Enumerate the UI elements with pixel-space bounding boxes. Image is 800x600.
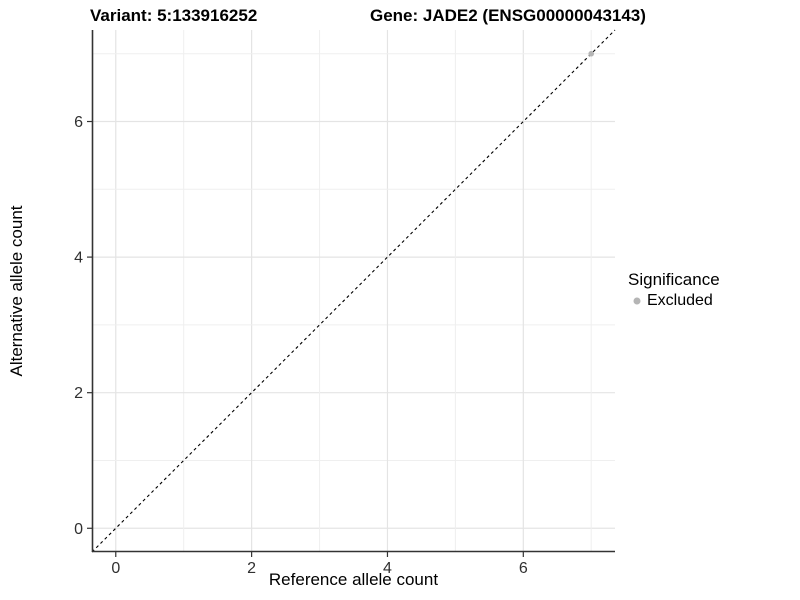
x-tick-label: 6 — [519, 560, 528, 577]
x-tick-label: 0 — [111, 560, 120, 577]
y-tick-label: 2 — [74, 385, 83, 402]
plot-panel: 0 2 4 6 0 2 4 6 — [74, 29, 616, 577]
legend-title: Significance — [628, 270, 720, 289]
y-axis-title: Alternative allele count — [7, 205, 26, 377]
data-point-excluded — [588, 50, 595, 57]
legend-item-excluded: Excluded — [628, 292, 720, 310]
y-tick-label: 4 — [74, 250, 83, 267]
variant-title: Variant: 5:133916252 — [90, 6, 258, 25]
legend: Significance Excluded — [628, 270, 720, 310]
x-tick-label: 4 — [383, 560, 392, 577]
excluded-point-icon — [633, 297, 640, 305]
gene-title: Gene: JADE2 (ENSG00000043143) — [370, 6, 646, 25]
identity-dashed-line — [91, 29, 616, 553]
y-tick-label: 0 — [74, 521, 83, 538]
y-tick-label: 6 — [74, 114, 83, 131]
legend-item-label: Excluded — [647, 292, 713, 309]
x-tick-label: 2 — [247, 560, 256, 577]
legend-key — [628, 293, 645, 310]
x-axis-title: Reference allele count — [268, 570, 439, 589]
